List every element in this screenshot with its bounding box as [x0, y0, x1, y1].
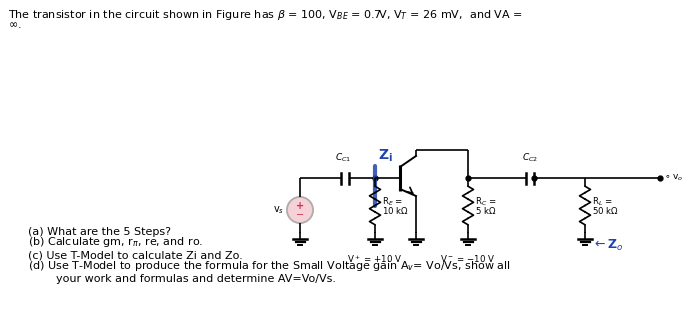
Text: (d) Use T-Model to produce the formula for the Small Voltage gain A$_v$= Vo/Vs, : (d) Use T-Model to produce the formula f… — [28, 259, 511, 273]
Text: +: + — [296, 201, 304, 211]
Text: The transistor in the circuit shown in Figure has $\beta$ = 100, V$_{BE}$ = 0.7V: The transistor in the circuit shown in F… — [8, 8, 523, 22]
Text: R$_E$ =: R$_E$ = — [382, 195, 403, 208]
Text: V$^-$ = $-$10 V: V$^-$ = $-$10 V — [440, 253, 496, 264]
Text: −: − — [296, 210, 304, 220]
Text: 10 k$\Omega$: 10 k$\Omega$ — [382, 205, 409, 216]
Circle shape — [287, 197, 313, 223]
Text: V$^+$ = +10 V: V$^+$ = +10 V — [347, 253, 402, 265]
Text: (a) What are the 5 Steps?: (a) What are the 5 Steps? — [28, 227, 171, 237]
Text: $\infty$.: $\infty$. — [8, 20, 22, 30]
Text: R$_C$ =: R$_C$ = — [475, 195, 496, 208]
Text: 5 k$\Omega$: 5 k$\Omega$ — [475, 205, 496, 216]
Text: $\mathbf{Z_i}$: $\mathbf{Z_i}$ — [378, 147, 393, 164]
Text: $C_{C1}$: $C_{C1}$ — [335, 151, 351, 164]
Text: 50 k$\Omega$: 50 k$\Omega$ — [592, 205, 619, 216]
Text: $\circ$ v$_o$: $\circ$ v$_o$ — [664, 173, 683, 183]
Text: $C_{C2}$: $C_{C2}$ — [522, 151, 538, 164]
Text: (c) Use T-Model to calculate Zi and Zo.: (c) Use T-Model to calculate Zi and Zo. — [28, 251, 243, 261]
Text: $\leftarrow$Z$_o$: $\leftarrow$Z$_o$ — [592, 238, 624, 253]
Text: R$_L$ =: R$_L$ = — [592, 195, 612, 208]
Text: v$_s$: v$_s$ — [273, 204, 284, 216]
Text: your work and formulas and determine AV=Vo/Vs.: your work and formulas and determine AV=… — [28, 274, 336, 284]
Text: (b) Calculate gm, r$_\pi$, re, and ro.: (b) Calculate gm, r$_\pi$, re, and ro. — [28, 235, 203, 249]
